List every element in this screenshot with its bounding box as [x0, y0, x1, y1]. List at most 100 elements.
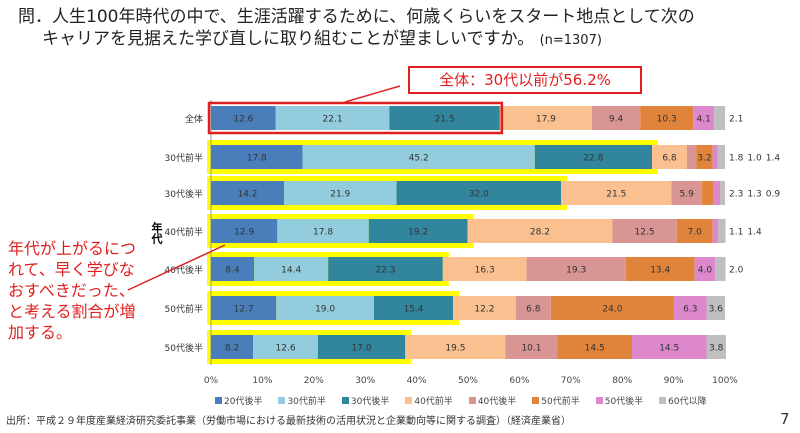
bar-segment	[712, 219, 719, 243]
data-label: 17.0	[352, 344, 372, 354]
data-label: 1.4	[747, 228, 762, 238]
data-label: 3.2	[697, 154, 711, 164]
data-label: 6.8	[526, 305, 541, 315]
category-label: 50代後半	[165, 342, 203, 354]
x-tick-label: 100%	[712, 376, 738, 386]
bar-segment	[534, 145, 653, 169]
bar-segment	[714, 106, 725, 130]
bar-segment	[442, 257, 527, 281]
data-label: 7.0	[688, 228, 703, 238]
data-label: 2.0	[729, 266, 744, 276]
category-label: 40代前半	[165, 226, 203, 238]
data-label: 1.0	[747, 154, 762, 164]
sample-size: (n=1307)	[539, 33, 602, 48]
bar-segment	[631, 335, 707, 359]
data-label: 12.2	[474, 305, 494, 315]
bar-segment	[453, 296, 516, 320]
data-label: 4.0	[698, 266, 713, 276]
data-label: 21.5	[606, 190, 626, 200]
bar-segment	[652, 145, 687, 169]
legend-swatch	[659, 397, 667, 404]
data-label: 1.3	[747, 190, 761, 200]
bar-segment	[706, 296, 725, 320]
data-label: 1.1	[729, 228, 743, 238]
data-label: 1.4	[766, 154, 781, 164]
data-label: 3.6	[709, 305, 724, 315]
data-label: 19.5	[445, 344, 465, 354]
data-label: 12.7	[234, 305, 254, 315]
legend-swatch	[532, 397, 540, 404]
legend-label: 40代前半	[414, 397, 453, 407]
data-label: 2.1	[729, 115, 743, 125]
data-label: 21.5	[435, 115, 455, 125]
bar-segment	[211, 219, 278, 243]
data-label: 17.9	[536, 115, 556, 125]
bar-segment	[275, 106, 390, 130]
bar-segment	[211, 106, 276, 130]
bar-segment	[211, 296, 277, 320]
overall-highlight-box	[207, 101, 504, 135]
callout-overall: 全体：30代以前が56.2%	[408, 66, 642, 94]
bar-segment	[676, 219, 713, 243]
bar-segment	[211, 257, 255, 281]
bar-segment	[467, 219, 613, 243]
bar-segment	[396, 181, 562, 205]
bar-segment	[693, 106, 715, 130]
bar-segment	[317, 335, 406, 359]
data-label: 19.0	[315, 305, 335, 315]
data-label: 22.8	[583, 154, 603, 164]
bar-segment	[515, 296, 551, 320]
bar-segment	[612, 219, 677, 243]
legend-swatch	[468, 397, 476, 404]
bar-segment	[625, 257, 695, 281]
bar-segment	[505, 335, 558, 359]
title-line-2: キャリアを見据えた学び直しに取り組むことが望ましいですか。	[42, 29, 535, 49]
data-label: 32.0	[469, 190, 489, 200]
data-label: 17.8	[313, 228, 333, 238]
bar-segment	[561, 181, 672, 205]
x-tick-label: 30%	[355, 376, 375, 386]
bar-segment	[715, 257, 726, 281]
category-label: 30代後半	[165, 188, 203, 200]
legend-label: 60代以降	[668, 397, 707, 407]
source-note: 出所：平成２９年度産業経済研究委託事業（労働市場における最新技術の活用状況と企業…	[6, 416, 571, 427]
bar-segment	[720, 181, 725, 205]
legend-item: 30代前半	[278, 394, 326, 407]
category-label: 全体	[185, 113, 203, 125]
legend-label: 50代前半	[541, 397, 580, 407]
data-label: 5.9	[680, 190, 695, 200]
bar-segment	[499, 106, 592, 130]
data-label: 1.8	[729, 154, 744, 164]
legend-item: 40代後半	[468, 394, 516, 407]
x-tick-label: 0%	[204, 376, 219, 386]
callout-trend: 年代が上がるにつれて、早く学びなおすべきだった、と考える割合が増加する。	[8, 239, 137, 342]
bar-segment	[526, 257, 626, 281]
trend-arrow	[127, 244, 226, 291]
bar-segment	[706, 335, 727, 359]
bar-segment	[276, 296, 374, 320]
bar-segment	[671, 181, 702, 205]
bar-segment	[302, 145, 535, 169]
page-number: 7	[780, 410, 790, 428]
y-axis-label: 年代	[150, 222, 163, 244]
bar-segment	[713, 181, 721, 205]
data-label: 14.4	[281, 266, 301, 276]
data-label: 8.4	[225, 266, 240, 276]
data-label: 21.9	[330, 190, 350, 200]
data-label: 10.1	[521, 344, 541, 354]
category-label: 40代後半	[165, 264, 203, 276]
data-label: 14.2	[237, 190, 257, 200]
x-tick-label: 40%	[407, 376, 427, 386]
x-tick-label: 60%	[509, 376, 529, 386]
data-label: 24.0	[602, 305, 622, 315]
data-label: 12.9	[234, 228, 254, 238]
category-label: 50代前半	[165, 303, 203, 315]
legend-label: 20代後半	[224, 397, 263, 407]
bar-segment	[389, 106, 500, 130]
legend-item: 60代以降	[659, 394, 707, 407]
data-label: 13.4	[650, 266, 670, 276]
bar-segment	[712, 145, 718, 169]
bar-segment	[591, 106, 641, 130]
data-label: 14.5	[659, 344, 679, 354]
